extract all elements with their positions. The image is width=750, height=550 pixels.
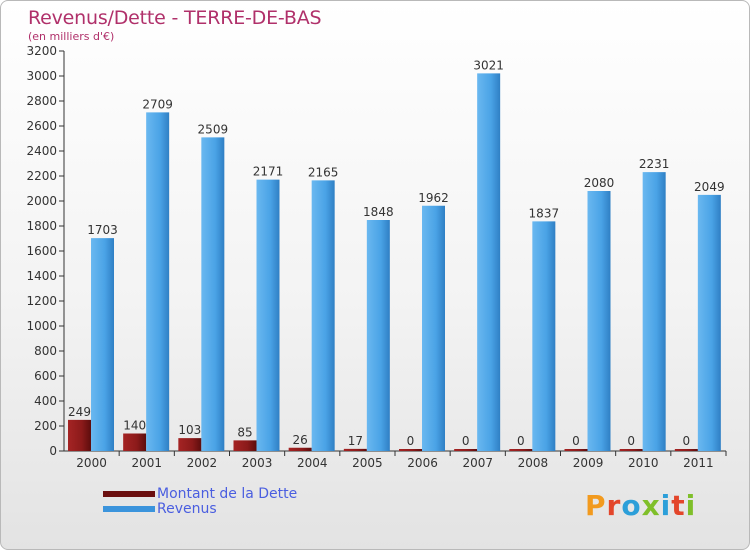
data-label-dette: 0 bbox=[683, 434, 691, 448]
bar-dette bbox=[674, 449, 698, 451]
bar-revenus bbox=[91, 238, 114, 451]
y-tick-label: 200 bbox=[34, 419, 57, 433]
y-tick-label: 1200 bbox=[26, 294, 57, 308]
y-tick-label: 800 bbox=[34, 344, 57, 358]
y-tick-label: 2200 bbox=[26, 169, 57, 183]
bar-dette bbox=[123, 433, 147, 451]
x-tick-label: 2010 bbox=[628, 456, 659, 470]
y-tick-label: 1000 bbox=[26, 319, 57, 333]
data-label-revenus: 3021 bbox=[473, 58, 504, 72]
bar-revenus bbox=[532, 221, 556, 451]
y-tick-label: 1600 bbox=[26, 244, 57, 258]
data-label-revenus: 2049 bbox=[694, 180, 725, 194]
bar-dette bbox=[399, 449, 422, 451]
data-label-revenus: 2709 bbox=[142, 97, 173, 111]
x-tick-label: 2002 bbox=[187, 456, 218, 470]
data-label-revenus: 2171 bbox=[253, 165, 284, 179]
y-tick-label: 1400 bbox=[26, 269, 57, 283]
bar-dette bbox=[178, 438, 202, 451]
data-label-dette: 26 bbox=[293, 433, 308, 447]
logo-letter: r bbox=[606, 489, 622, 522]
data-label-dette: 0 bbox=[462, 434, 470, 448]
y-tick-label: 0 bbox=[49, 444, 57, 458]
legend-swatch-dette bbox=[103, 491, 155, 497]
bar-dette bbox=[509, 449, 533, 451]
y-tick-label: 1800 bbox=[26, 219, 57, 233]
legend-swatch-revenus bbox=[103, 506, 155, 512]
data-label-dette: 85 bbox=[237, 425, 252, 439]
x-tick-label: 2000 bbox=[76, 456, 107, 470]
data-label-dette: 17 bbox=[348, 434, 363, 448]
logo-letter: x bbox=[641, 489, 661, 522]
data-label-dette: 0 bbox=[407, 434, 415, 448]
x-tick-label: 2007 bbox=[462, 456, 493, 470]
bar-revenus bbox=[477, 73, 501, 451]
bar-dette bbox=[288, 447, 312, 451]
y-tick-label: 3000 bbox=[26, 69, 57, 83]
bar-dette bbox=[564, 449, 588, 451]
bar-dette bbox=[68, 419, 91, 451]
data-label-revenus: 1837 bbox=[529, 206, 560, 220]
bar-dette bbox=[233, 440, 257, 451]
x-tick-label: 2006 bbox=[407, 456, 438, 470]
data-label-revenus: 1962 bbox=[418, 191, 449, 205]
x-tick-label: 2005 bbox=[352, 456, 383, 470]
data-label-dette: 0 bbox=[572, 434, 580, 448]
x-tick-label: 2009 bbox=[573, 456, 604, 470]
data-label-revenus: 2165 bbox=[308, 165, 339, 179]
logo-letter: P bbox=[585, 489, 607, 522]
bar-dette bbox=[343, 448, 367, 451]
bar-revenus bbox=[366, 220, 390, 451]
data-label-dette: 249 bbox=[68, 405, 91, 419]
x-tick-label: 2003 bbox=[242, 456, 273, 470]
y-tick-label: 600 bbox=[34, 369, 57, 383]
bar-revenus bbox=[697, 194, 721, 451]
data-label-revenus: 1703 bbox=[87, 223, 118, 237]
logo-letter: i bbox=[685, 489, 697, 522]
data-label-dette: 0 bbox=[517, 434, 525, 448]
data-label-revenus: 1848 bbox=[363, 205, 394, 219]
legend-label-dette: Montant de la Dette bbox=[157, 486, 298, 502]
bar-revenus bbox=[587, 191, 611, 451]
data-label-revenus: 2509 bbox=[198, 122, 229, 136]
y-tick-label: 2000 bbox=[26, 194, 57, 208]
chart-title: Revenus/Dette - TERRE-DE-BAS bbox=[28, 7, 322, 29]
logo-letter: t bbox=[671, 489, 686, 522]
bar-revenus bbox=[256, 179, 280, 451]
bar-dette bbox=[619, 449, 643, 451]
logo-letter: o bbox=[621, 489, 642, 522]
x-tick-label: 2001 bbox=[131, 456, 162, 470]
logo-letter: i bbox=[660, 489, 672, 522]
bar-dette bbox=[454, 449, 478, 451]
data-label-dette: 0 bbox=[627, 434, 635, 448]
y-tick-label: 2800 bbox=[26, 94, 57, 108]
data-label-revenus: 2231 bbox=[639, 157, 670, 171]
bar-revenus bbox=[146, 112, 170, 451]
data-label-dette: 140 bbox=[123, 419, 146, 433]
y-tick-label: 2600 bbox=[26, 119, 57, 133]
data-label-revenus: 2080 bbox=[584, 176, 615, 190]
x-tick-label: 2011 bbox=[683, 456, 714, 470]
x-tick-label: 2008 bbox=[518, 456, 549, 470]
bar-revenus bbox=[201, 137, 225, 451]
x-tick-label: 2004 bbox=[297, 456, 328, 470]
y-tick-label: 3200 bbox=[26, 44, 57, 58]
bar-revenus bbox=[422, 205, 445, 451]
chart-subtitle: (en milliers d'€) bbox=[28, 30, 115, 43]
proxiti-logo: Proxiti bbox=[585, 489, 696, 522]
bar-revenus bbox=[311, 180, 335, 451]
legend-label-revenus: Revenus bbox=[157, 501, 217, 517]
y-tick-label: 2400 bbox=[26, 144, 57, 158]
y-tick-label: 400 bbox=[34, 394, 57, 408]
data-label-dette: 103 bbox=[178, 423, 201, 437]
bar-revenus bbox=[642, 172, 666, 451]
